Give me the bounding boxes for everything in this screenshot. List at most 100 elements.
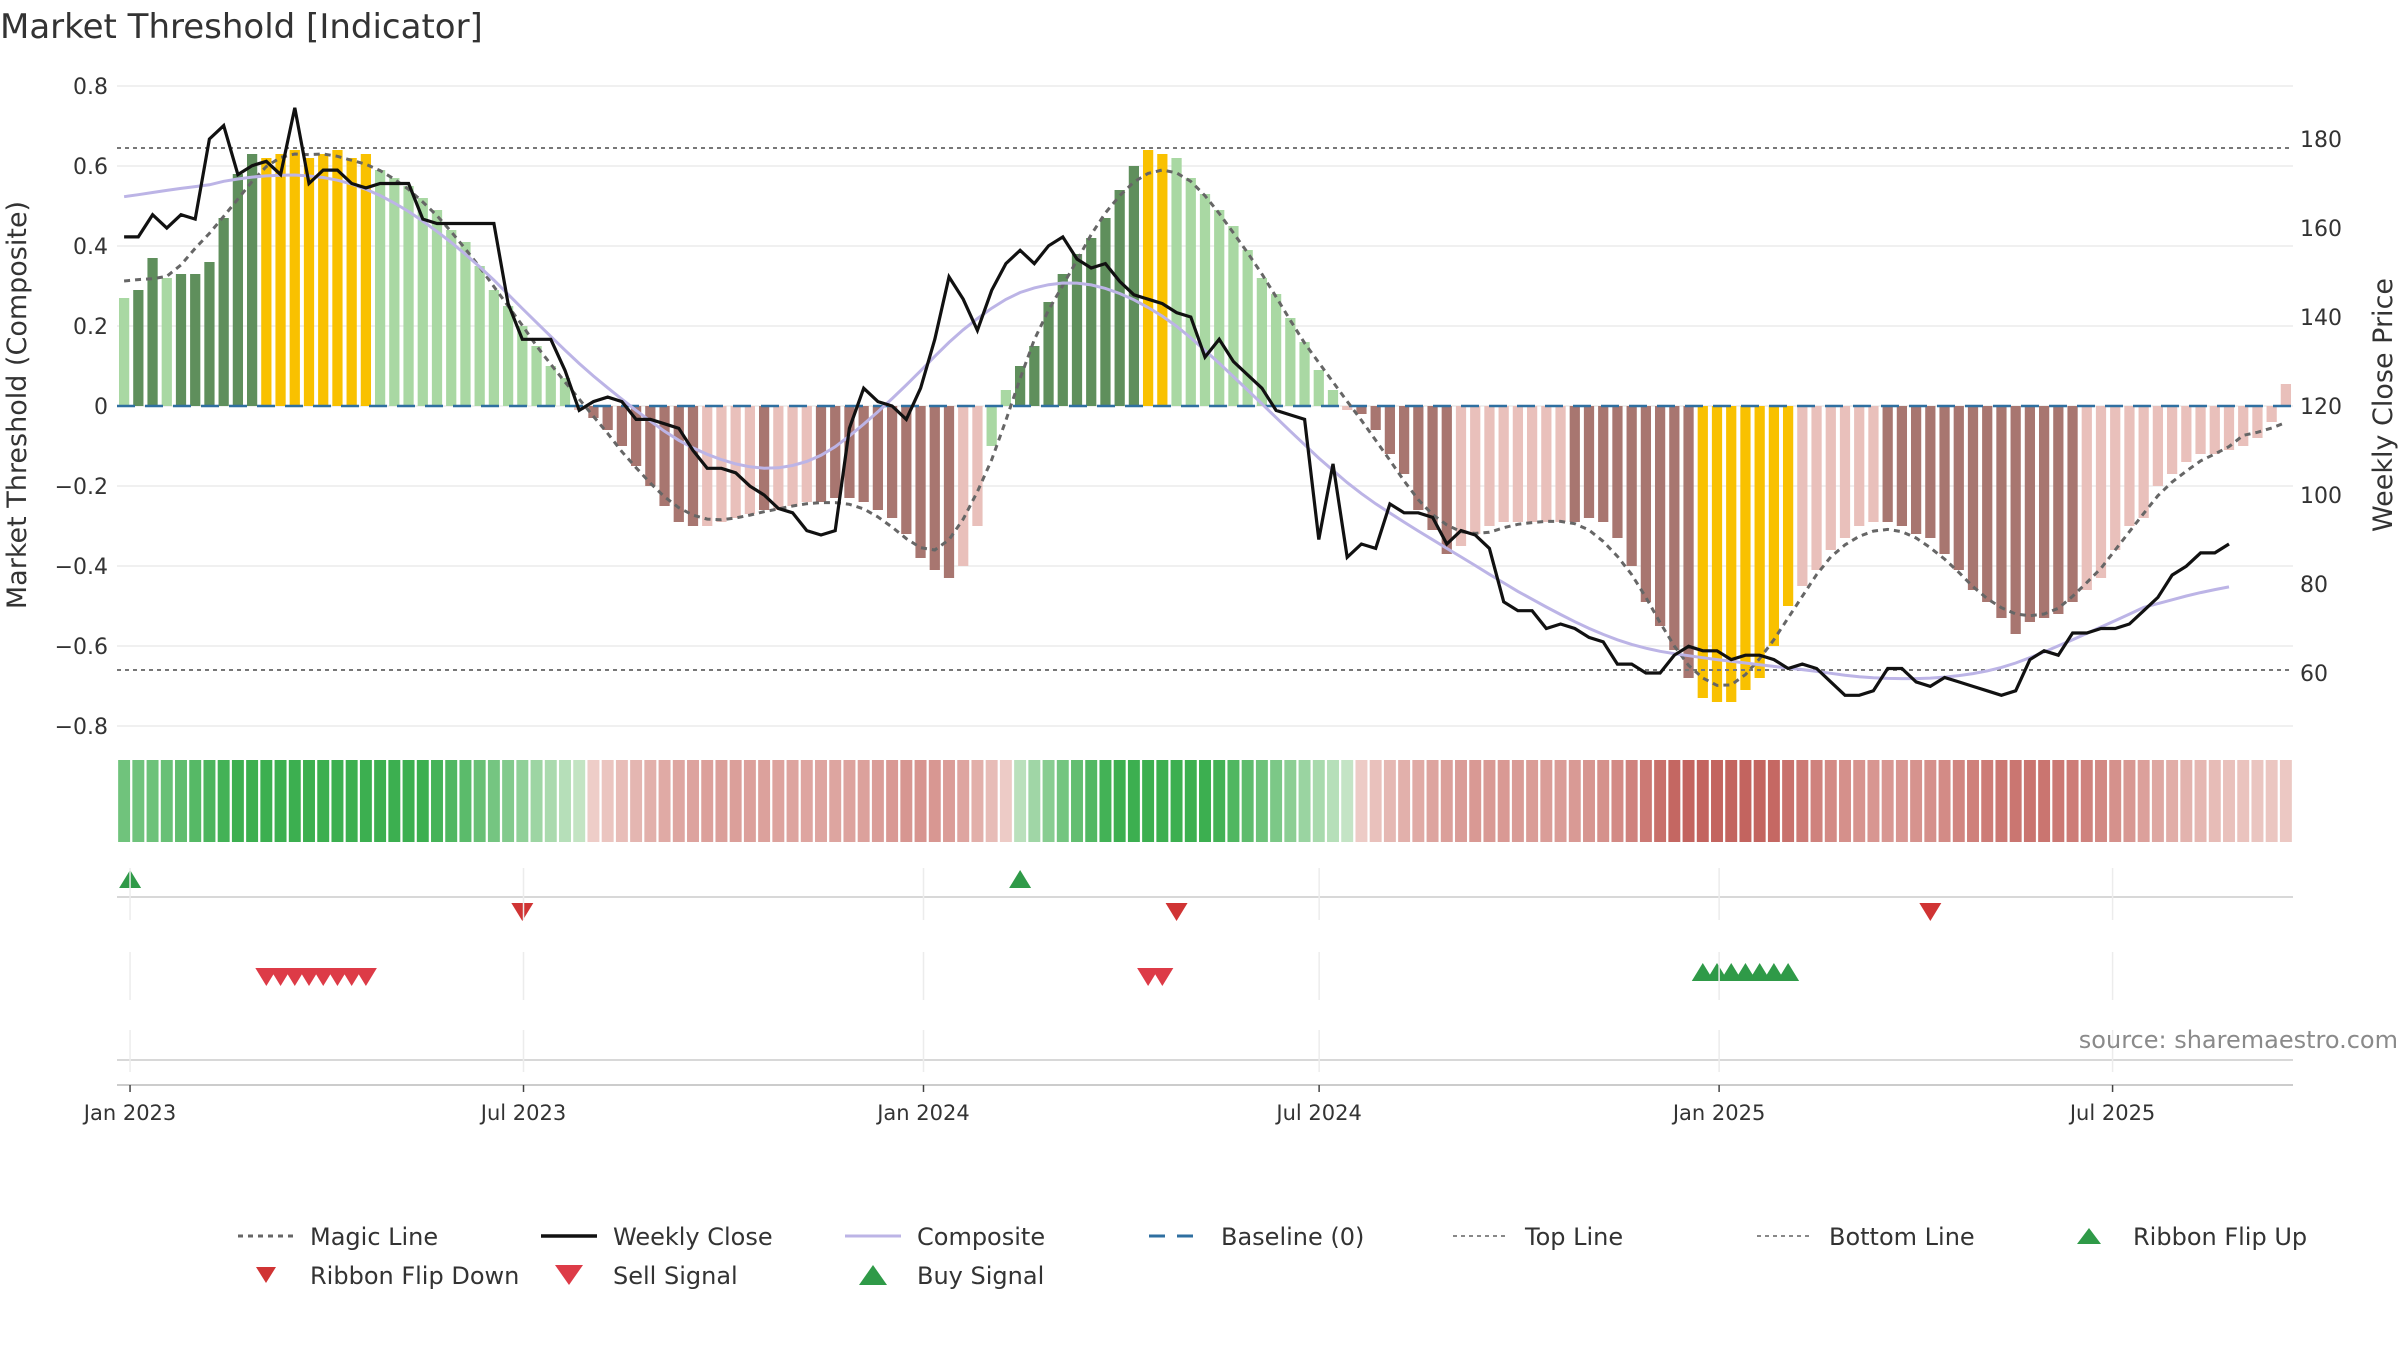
composite-bar [1825, 406, 1836, 550]
composite-bar [1484, 406, 1495, 526]
ribbon-cell [345, 760, 358, 842]
ribbon-cell [1839, 760, 1851, 842]
ribbon-cell [587, 760, 600, 842]
composite-bar [2238, 406, 2249, 446]
sell-signal-marker [298, 968, 320, 986]
ribbon-cell [871, 760, 884, 842]
composite-bar [1384, 406, 1396, 454]
composite-bars [118, 150, 2292, 702]
ribbon-cell [288, 760, 301, 842]
x-tick-label: Jan 2025 [1671, 1101, 1766, 1125]
composite-bar [1313, 370, 1324, 406]
x-tick-label: Jan 2024 [875, 1101, 970, 1125]
ribbon-cell [1270, 760, 1283, 842]
sell-signal-marker [340, 968, 363, 986]
left-y-tick-label: −0.4 [55, 555, 108, 580]
ribbon-cell [786, 760, 799, 842]
ribbon-cell [1753, 760, 1766, 842]
composite-bar [1171, 158, 1182, 406]
composite-bar [1327, 390, 1339, 406]
ribbon-cell [1497, 760, 1510, 842]
ribbon-cell [132, 760, 145, 842]
left-y-tick-label: −0.2 [55, 475, 108, 500]
composite-bar [502, 306, 514, 406]
composite-bar [1285, 318, 1296, 406]
ribbon-cell [1440, 760, 1453, 842]
legend-label: Bottom Line [1829, 1223, 1975, 1251]
composite-bar [1612, 406, 1623, 538]
sell-signal-marker [283, 968, 306, 986]
composite-bar [1782, 406, 1794, 606]
legend-swatch [859, 1265, 887, 1285]
composite-bar [972, 406, 983, 526]
composite-bar [2067, 406, 2078, 602]
ribbon-cell [1668, 760, 1681, 842]
ribbon-cell [1028, 760, 1041, 842]
composite-bar [460, 242, 471, 406]
ribbon-cell [2223, 760, 2235, 842]
composite-bar [1598, 406, 1609, 522]
legend-label: Composite [917, 1223, 1045, 1251]
legend-label: Top Line [1524, 1223, 1623, 1251]
ribbon-cell [1725, 760, 1738, 842]
ribbon-cell [1298, 760, 1311, 842]
ribbon-cell [772, 760, 785, 842]
ribbon-cell [1142, 760, 1155, 842]
ribbon-cell [1184, 760, 1197, 842]
composite-bar [1043, 302, 1054, 406]
composite-bar [602, 406, 613, 430]
ribbon-cell [943, 760, 955, 842]
legend-label: Ribbon Flip Down [310, 1262, 519, 1290]
ribbon-flip-up-marker [1009, 870, 1032, 888]
composite-bar [1569, 406, 1580, 522]
composite-bar [246, 154, 258, 406]
composite-bar [1541, 406, 1552, 522]
composite-bar [1014, 366, 1026, 406]
legend-label: Magic Line [310, 1223, 438, 1251]
composite-bar [1370, 406, 1381, 430]
ribbon-cell [2194, 760, 2207, 842]
sell-signal-marker [326, 968, 349, 986]
ribbon-cell [1398, 760, 1411, 842]
composite-bar [161, 278, 172, 406]
composite-bar [1711, 406, 1723, 702]
ribbon-cell [1071, 760, 1083, 842]
ribbon-cell [1014, 760, 1027, 842]
composite-bar [2053, 406, 2064, 614]
buy-signal-marker [1734, 963, 1757, 981]
composite-bar [1157, 154, 1168, 406]
ribbon-cell [1412, 760, 1425, 842]
composite-bar [1142, 150, 1154, 406]
composite-bar [446, 230, 457, 406]
composite-bar [1953, 406, 1964, 570]
ribbon-cell [374, 760, 387, 842]
ribbon-cell [1213, 760, 1226, 842]
ribbon-cell [445, 760, 458, 842]
composite-bar [2010, 406, 2021, 634]
composite-bar [531, 346, 542, 406]
ribbon-cell [1241, 760, 1254, 842]
composite-bar [2152, 406, 2164, 486]
composite-bar [1768, 406, 1780, 646]
composite-line [123, 173, 2230, 681]
signal-markers [117, 870, 2293, 1061]
ribbon-cell [502, 760, 515, 842]
legend-item-composite: Composite [845, 1223, 1045, 1251]
ribbon-flip-down-marker [1919, 903, 1942, 921]
ribbon-cell [1312, 760, 1325, 842]
ribbon-cell [1369, 760, 1382, 842]
composite-bar [559, 378, 571, 406]
ribbon-cell [715, 760, 728, 842]
composite-bar [1086, 238, 1097, 406]
composite-bar [2038, 406, 2050, 618]
composite-bar [374, 170, 386, 406]
ribbon-cell [1156, 760, 1169, 842]
right-y-tick-label: 100 [2300, 484, 2342, 509]
ribbon-cell [1895, 760, 1908, 842]
composite-bar [1057, 274, 1068, 406]
composite-bar [118, 298, 130, 406]
ribbon-cell [1810, 760, 1823, 842]
legend-label: Weekly Close [613, 1223, 773, 1251]
composite-bar [261, 158, 272, 406]
composite-bar [2181, 406, 2192, 462]
